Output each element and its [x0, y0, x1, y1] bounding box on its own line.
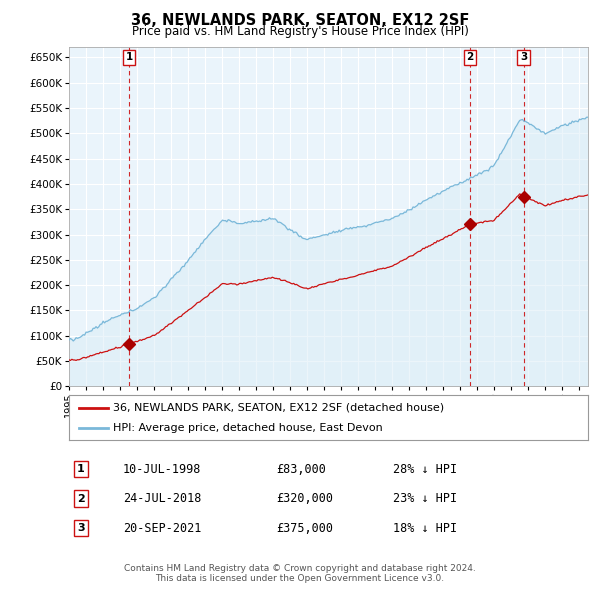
Text: 28% ↓ HPI: 28% ↓ HPI: [393, 463, 457, 476]
Text: £83,000: £83,000: [276, 463, 326, 476]
Text: 2: 2: [466, 53, 473, 63]
Text: £375,000: £375,000: [276, 522, 333, 535]
Text: 10-JUL-1998: 10-JUL-1998: [123, 463, 202, 476]
Text: 2: 2: [77, 494, 85, 503]
Text: 1: 1: [77, 464, 85, 474]
Text: 24-JUL-2018: 24-JUL-2018: [123, 492, 202, 505]
Text: 1: 1: [125, 53, 133, 63]
Text: 3: 3: [77, 523, 85, 533]
Text: 18% ↓ HPI: 18% ↓ HPI: [393, 522, 457, 535]
Text: 23% ↓ HPI: 23% ↓ HPI: [393, 492, 457, 505]
Text: 36, NEWLANDS PARK, SEATON, EX12 2SF: 36, NEWLANDS PARK, SEATON, EX12 2SF: [131, 13, 469, 28]
Text: Price paid vs. HM Land Registry's House Price Index (HPI): Price paid vs. HM Land Registry's House …: [131, 25, 469, 38]
Text: Contains HM Land Registry data © Crown copyright and database right 2024.
This d: Contains HM Land Registry data © Crown c…: [124, 563, 476, 583]
Text: 20-SEP-2021: 20-SEP-2021: [123, 522, 202, 535]
Text: £320,000: £320,000: [276, 492, 333, 505]
Text: HPI: Average price, detached house, East Devon: HPI: Average price, detached house, East…: [113, 424, 383, 434]
Text: 36, NEWLANDS PARK, SEATON, EX12 2SF (detached house): 36, NEWLANDS PARK, SEATON, EX12 2SF (det…: [113, 403, 444, 412]
Text: 3: 3: [520, 53, 527, 63]
